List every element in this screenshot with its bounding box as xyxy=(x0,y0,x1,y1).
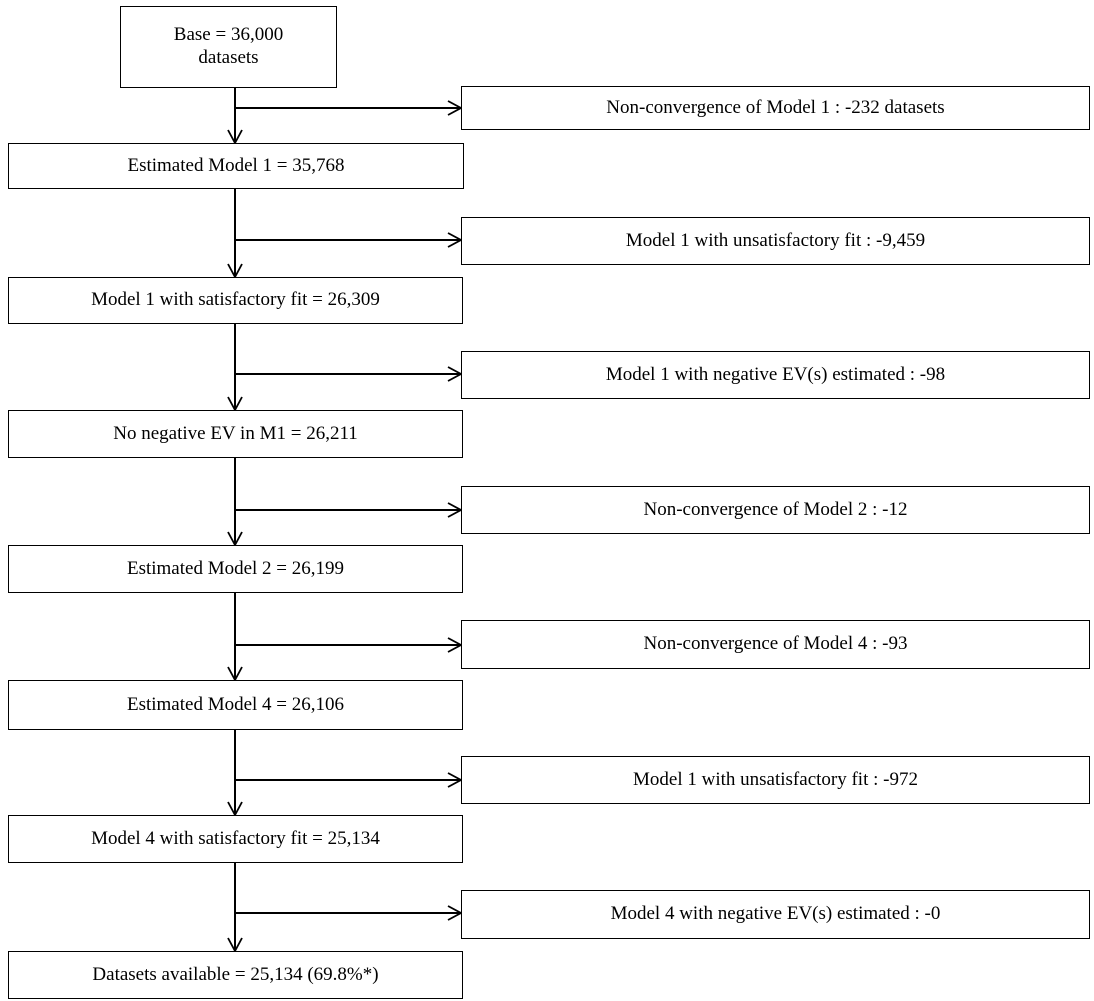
exclusion-box-non-convergence-model-4: Non-convergence of Model 4 : -93 xyxy=(461,620,1090,669)
step-box-model-4-satisfactory-fit: Model 4 with satisfactory fit = 25,134 xyxy=(8,815,463,863)
step-box-estimated-model-4: Estimated Model 4 = 26,106 xyxy=(8,680,463,730)
base-box-line1: Base = 36,000 xyxy=(173,24,284,46)
exclusion-box-non-convergence-model-2: Non-convergence of Model 2 : -12 xyxy=(461,486,1090,534)
exclusion-box-model-1-negative-ev: Model 1 with negative EV(s) estimated : … xyxy=(461,351,1090,399)
step-box-no-negative-ev: No negative EV in M1 = 26,211 xyxy=(8,410,463,458)
exclusion-box-non-convergence-model-1: Non-convergence of Model 1 : -232 datase… xyxy=(461,86,1090,130)
exclusion-box-model-4-negative-ev: Model 4 with negative EV(s) estimated : … xyxy=(461,890,1090,939)
base-box: Base = 36,000 datasets xyxy=(120,6,337,88)
step-box-estimated-model-1: Estimated Model 1 = 35,768 xyxy=(8,143,464,189)
base-box-line2: datasets xyxy=(198,47,259,68)
exclusion-box-model-1-unsatisfactory-fit-2: Model 1 with unsatisfactory fit : -972 xyxy=(461,756,1090,804)
step-box-datasets-available: Datasets available = 25,134 (69.8%*) xyxy=(8,951,463,999)
exclusion-box-model-1-unsatisfactory-fit: Model 1 with unsatisfactory fit : -9,459 xyxy=(461,217,1090,265)
step-box-estimated-model-2: Estimated Model 2 = 26,199 xyxy=(8,545,463,593)
step-box-model-1-satisfactory-fit: Model 1 with satisfactory fit = 26,309 xyxy=(8,277,463,324)
